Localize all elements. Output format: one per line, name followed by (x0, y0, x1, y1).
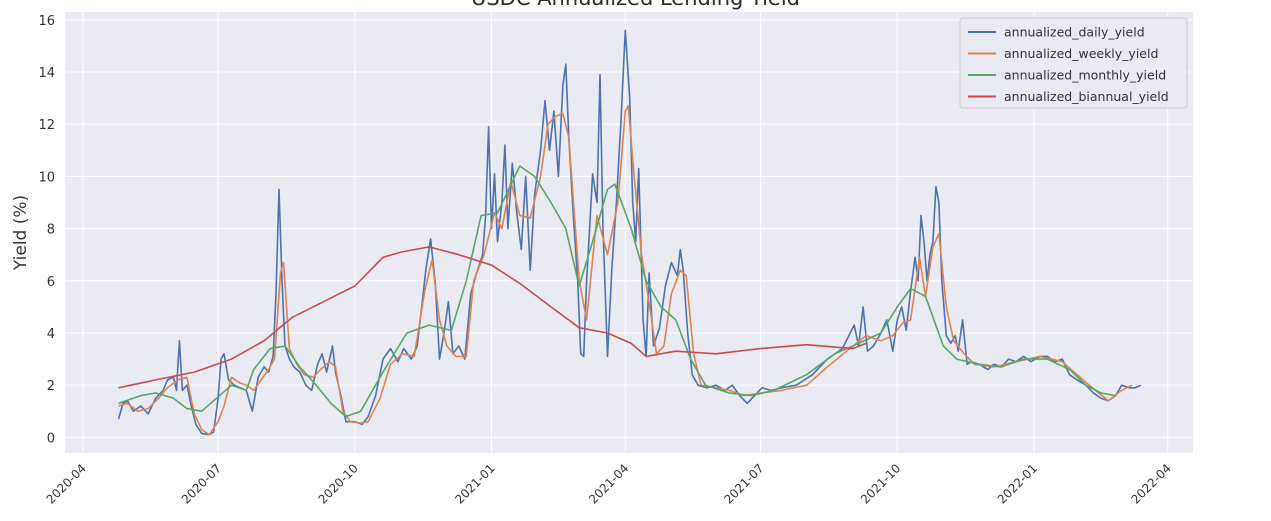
x-tick-label: 2020-04 (44, 461, 89, 506)
y-tick-label: 6 (47, 275, 55, 290)
legend (959, 17, 1188, 109)
y-tick-label: 0 (47, 431, 55, 446)
series-line-annualized-daily-yield (117, 29, 1142, 436)
legend-entry: annualized_daily_yield (1004, 25, 1145, 40)
legend-entry: annualized_biannual_yield (1004, 89, 1169, 104)
y-tick-label: 8 (47, 223, 55, 238)
x-tick-label: 2021-04 (586, 461, 631, 506)
x-tick-label: 2020-07 (179, 461, 224, 506)
y-tick-label: 2 (47, 379, 55, 394)
x-tick-label: 2022-01 (995, 461, 1040, 506)
series-line-annualized-biannual-yield (118, 246, 867, 389)
legend-entry: annualized_weekly_yield (1004, 46, 1158, 61)
x-tick-label: 2020-10 (316, 461, 361, 506)
y-tick-label: 16 (38, 14, 55, 29)
x-tick-label: 2021-01 (452, 461, 497, 506)
series-line-annualized-weekly-yield (118, 105, 1133, 436)
x-tick-label: 2021-10 (858, 461, 903, 506)
x-tick-label: 2021-07 (721, 461, 766, 506)
series-line-annualized-monthly-yield (118, 165, 1116, 418)
y-tick-label: 10 (38, 170, 55, 185)
y-tick-label: 4 (47, 327, 55, 342)
y-axis-label: Yield (%) (11, 195, 31, 271)
legend-entry: annualized_monthly_yield (1004, 68, 1166, 83)
x-tick-label: 2022-04 (1129, 461, 1174, 506)
chart-title: USDC Annualized Lending Yield (0, 0, 1271, 10)
y-tick-label: 14 (38, 66, 55, 81)
y-tick-label: 12 (38, 118, 55, 133)
